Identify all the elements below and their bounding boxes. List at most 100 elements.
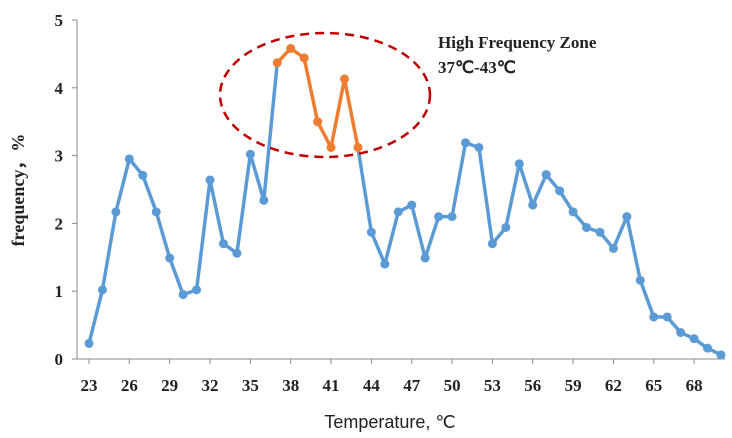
- line-segment: [235, 152, 253, 255]
- y-tick-label: 2: [55, 214, 64, 233]
- line-segment: [141, 173, 158, 214]
- data-point: [393, 207, 403, 217]
- x-tick-label: 65: [645, 376, 662, 395]
- data-point: [138, 170, 148, 180]
- line-segment: [383, 210, 401, 266]
- x-tick-label: 35: [242, 376, 259, 395]
- zone-annotation-title: High Frequency Zone: [438, 33, 597, 52]
- line-segment: [194, 178, 212, 292]
- line-segment: [87, 288, 105, 346]
- line-segment: [114, 157, 132, 214]
- line-segment: [423, 214, 441, 260]
- data-point: [595, 227, 605, 237]
- data-point: [407, 200, 417, 210]
- data-point: [608, 243, 618, 253]
- x-tick-label: 23: [81, 376, 98, 395]
- data-point: [165, 253, 175, 263]
- y-tick-labels: 0 1 2 3 4 5: [55, 11, 77, 369]
- data-point: [434, 212, 444, 222]
- data-point: [366, 227, 376, 237]
- x-tick-label: 47: [403, 376, 421, 395]
- data-point: [218, 239, 228, 249]
- data-point: [461, 138, 471, 148]
- data-point: [232, 248, 242, 258]
- data-point: [676, 328, 686, 338]
- line-segment: [248, 152, 266, 203]
- data-point: [97, 285, 107, 295]
- data-point: [568, 207, 578, 217]
- x-tick-label: 53: [484, 376, 501, 395]
- highlight-data-point: [339, 74, 349, 84]
- data-point: [622, 212, 632, 222]
- data-point: [716, 350, 726, 360]
- zone-annotation-range: 37℃-43℃: [438, 58, 516, 77]
- line-segment: [262, 60, 280, 203]
- data-point: [635, 275, 645, 285]
- line-segment: [100, 210, 118, 292]
- line-segment: [530, 172, 548, 207]
- highlight-series-line: [275, 46, 360, 150]
- line-segment: [356, 145, 374, 234]
- data-points: [84, 43, 726, 360]
- data-point: [582, 222, 592, 232]
- highlight-line-segment: [315, 119, 333, 150]
- data-point: [178, 290, 188, 300]
- highlight-line-segment: [329, 77, 347, 150]
- line-segment: [208, 178, 226, 246]
- x-tick-label: 68: [686, 376, 703, 395]
- data-point: [84, 338, 94, 348]
- axes: [76, 20, 725, 360]
- data-point: [474, 142, 484, 152]
- x-tick-labels: 23 26 29 32 35 38 41 44 47 50 53 56 59 62 65 68: [81, 359, 703, 395]
- highlight-data-point: [313, 117, 323, 127]
- y-tick-label: 4: [55, 79, 64, 98]
- line-segment: [477, 145, 495, 246]
- highlight-data-point: [353, 142, 363, 152]
- data-point: [689, 334, 699, 344]
- line-segment: [638, 278, 656, 319]
- data-point: [259, 195, 269, 205]
- data-point: [245, 149, 255, 159]
- highlight-data-point: [272, 58, 282, 68]
- high-frequency-zone-ellipse: [218, 31, 432, 159]
- data-point: [649, 312, 659, 322]
- x-tick-label: 62: [605, 376, 622, 395]
- x-tick-label: 38: [282, 376, 299, 395]
- x-tick-label: 44: [363, 376, 381, 395]
- highlight-line-segment: [302, 56, 320, 124]
- line-segment: [517, 161, 535, 207]
- line-segment: [167, 256, 185, 297]
- highlight-data-point: [326, 142, 336, 152]
- main-series-line: [87, 60, 723, 357]
- data-point: [111, 207, 121, 217]
- x-tick-label: 56: [524, 376, 541, 395]
- data-point: [487, 239, 497, 249]
- x-tick-label: 50: [444, 376, 461, 395]
- data-point: [124, 154, 134, 164]
- data-point: [703, 343, 713, 353]
- line-segment: [450, 140, 468, 219]
- x-tick-label: 26: [121, 376, 138, 395]
- y-axis-label: frequency，%: [8, 134, 28, 247]
- data-point: [541, 170, 551, 180]
- x-tick-label: 59: [565, 376, 582, 395]
- data-point: [528, 200, 538, 210]
- line-segment: [611, 214, 629, 251]
- line-segment: [504, 161, 522, 230]
- x-tick-label: 41: [323, 376, 340, 395]
- y-tick-label: 5: [55, 11, 64, 30]
- data-point: [380, 259, 390, 269]
- x-tick-label: 29: [161, 376, 178, 395]
- highlight-line-segment: [342, 77, 360, 150]
- x-axis-label: Temperature, ℃: [324, 412, 455, 432]
- line-segment: [154, 210, 172, 260]
- y-tick-label: 0: [55, 350, 64, 369]
- data-point: [205, 175, 215, 185]
- data-point: [514, 159, 524, 169]
- line-segment: [625, 214, 643, 283]
- data-point: [501, 222, 511, 232]
- highlight-data-point: [299, 53, 309, 63]
- data-point: [447, 212, 457, 222]
- highlight-data-point: [286, 43, 296, 53]
